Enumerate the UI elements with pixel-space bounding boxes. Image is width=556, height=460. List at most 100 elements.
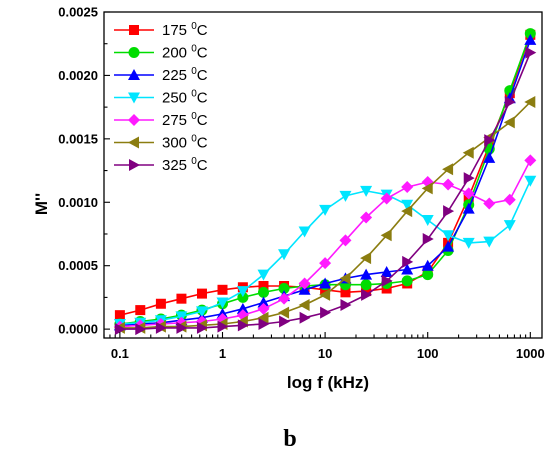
legend-entry-250: 250 0C: [114, 89, 208, 107]
y-tick-label: 0.0025: [58, 5, 98, 20]
data-point-225-14: [401, 263, 414, 275]
data-point-300-20: [524, 96, 536, 109]
data-point-225-7: [257, 296, 270, 308]
legend-unit: C: [197, 67, 208, 84]
data-point-275-14: [401, 181, 414, 194]
x-tick-label: 1: [219, 346, 226, 361]
data-point-225-13: [380, 266, 393, 278]
data-point-250-4: [195, 306, 208, 318]
data-point-250-8: [278, 249, 291, 261]
legend-entry-225: 225 0C: [114, 66, 208, 84]
data-point-250-5: [216, 297, 229, 309]
y-tick-label: 0.0020: [58, 68, 98, 83]
data-point-275-12: [360, 211, 373, 224]
data-point-300-17: [462, 146, 474, 159]
legend-marker: [129, 159, 140, 171]
data-point-300-19: [503, 116, 515, 129]
legend-unit: C: [197, 135, 208, 152]
data-point-325-13: [381, 274, 393, 287]
data-point-275-19: [503, 193, 516, 206]
data-point-225-18: [483, 151, 496, 163]
legend-entry-300: 300 0C: [114, 134, 208, 152]
data-point-275-8: [278, 292, 291, 305]
data-point-325-1: [135, 323, 147, 336]
data-point-275-20: [524, 154, 537, 167]
data-point-250-6: [236, 286, 249, 298]
data-point-275-10: [319, 257, 332, 270]
data-point-200-6: [237, 291, 249, 303]
data-point-175-3: [176, 293, 187, 304]
plot-area: [113, 28, 537, 336]
x-tick-label: 1000: [516, 346, 545, 361]
legend-label: 175 0C: [162, 21, 208, 39]
axes: 0.1 1 10 100 1000 0.0000 0.0005 0.0010 0.0015 0.0…: [58, 5, 545, 362]
series-325: [114, 46, 537, 336]
data-point-225-20: [524, 33, 537, 45]
legend-value: 225: [162, 67, 191, 84]
data-point-200-14: [401, 275, 413, 287]
legend-marker: [128, 69, 140, 80]
data-point-225-16: [442, 240, 455, 252]
data-point-175-7: [258, 280, 269, 291]
data-point-275-9: [298, 277, 311, 290]
data-point-325-12: [361, 288, 373, 301]
data-point-300-10: [319, 288, 331, 301]
data-point-300-13: [380, 229, 392, 242]
legend-value: 300: [162, 135, 191, 152]
data-point-325-6: [237, 319, 249, 332]
data-point-325-20: [525, 46, 537, 59]
y-tick-label: 0.0000: [58, 322, 98, 337]
data-point-300-14: [401, 205, 413, 218]
data-point-225-15: [421, 259, 434, 271]
legend-unit: C: [197, 112, 208, 129]
data-point-250-17: [462, 237, 475, 249]
data-point-175-1: [135, 305, 146, 316]
data-point-325-10: [320, 306, 332, 319]
legend-unit: C: [197, 45, 208, 62]
plot-frame: [103, 11, 543, 339]
data-point-200-20: [524, 28, 536, 40]
data-point-325-15: [422, 233, 434, 246]
data-point-250-18: [483, 236, 496, 248]
legend-unit-superscript: 0: [191, 156, 197, 167]
data-point-225-10: [319, 277, 332, 289]
data-point-200-8: [278, 283, 290, 295]
data-point-250-19: [503, 220, 516, 232]
data-point-250-11: [339, 190, 352, 202]
data-point-275-11: [339, 234, 352, 247]
y-axis-title: M'': [32, 193, 51, 215]
data-point-325-3: [176, 321, 188, 334]
legend-unit-superscript: 0: [191, 134, 197, 145]
legend-label: 200 0C: [162, 44, 208, 62]
data-point-300-16: [442, 163, 454, 176]
data-point-200-15: [422, 269, 434, 281]
x-tick-label: 100: [417, 346, 439, 361]
data-point-175-2: [155, 298, 166, 309]
data-point-175-12: [361, 286, 372, 297]
legend-unit: C: [197, 157, 208, 174]
legend-label: 250 0C: [162, 89, 208, 107]
legend-label: 300 0C: [162, 134, 208, 152]
data-point-175-11: [340, 287, 351, 298]
y-tick-label: 0.0010: [58, 195, 98, 210]
legend-marker: [129, 25, 139, 35]
legend-marker: [128, 136, 139, 149]
data-point-300-11: [339, 272, 351, 285]
data-point-250-12: [360, 185, 373, 197]
data-point-325-17: [463, 172, 475, 185]
data-point-325-18: [484, 134, 496, 147]
data-point-275-16: [442, 178, 455, 191]
data-point-325-7: [258, 318, 270, 331]
data-point-300-15: [421, 182, 433, 195]
legend-unit-superscript: 0: [191, 66, 197, 77]
data-point-325-5: [217, 320, 229, 333]
series-275: [113, 154, 537, 333]
legend-unit: C: [197, 90, 208, 107]
data-point-250-14: [401, 199, 414, 211]
legend-label: 275 0C: [162, 111, 208, 129]
data-point-175-0: [114, 310, 125, 321]
y-tick-label: 0.0015: [58, 131, 98, 146]
